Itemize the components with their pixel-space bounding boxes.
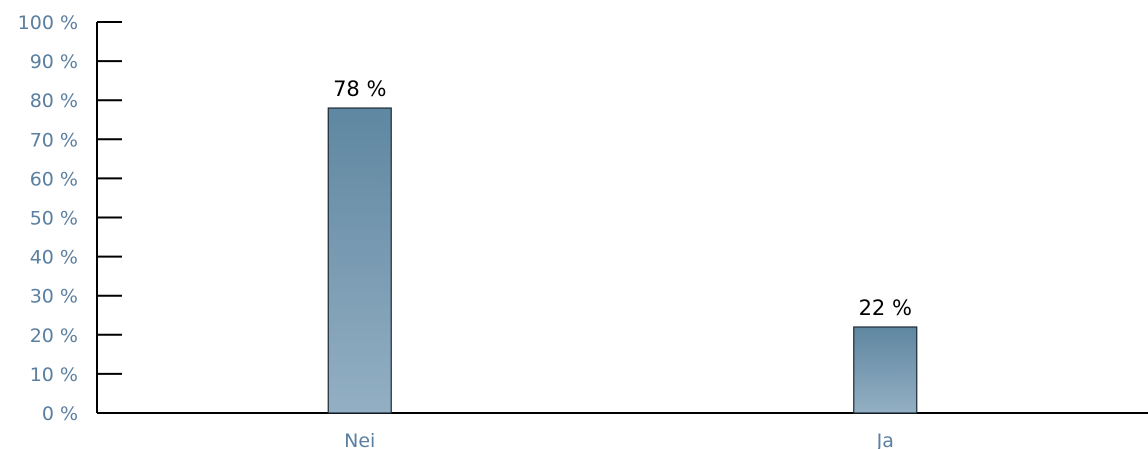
y-tick-label: 60 % [30, 168, 78, 190]
x-category-label: Nei [344, 430, 375, 449]
bar-value-label: 22 % [859, 296, 912, 320]
y-tick-label: 50 % [30, 208, 78, 230]
y-axis: 0 % 10 % 20 % 30 % 40 % 50 % 60 % 70 % 80 % 90 % 1… [18, 12, 122, 425]
bar-nei [327, 107, 392, 414]
x-axis: Nei Ja [97, 412, 1148, 449]
bar-ja [853, 326, 918, 414]
y-tick-label: 40 % [30, 247, 78, 269]
bar-value-label: 78 % [333, 77, 386, 101]
y-tick-label: 20 % [30, 325, 78, 347]
bars: 78 % 22 % [327, 77, 918, 414]
x-category-label: Ja [876, 430, 894, 449]
y-tick-label: 100 % [18, 12, 78, 34]
y-tick-label: 80 % [30, 90, 78, 112]
y-tick-label: 0 % [42, 403, 78, 425]
y-tick-label: 30 % [30, 286, 78, 308]
y-tick-label: 10 % [30, 364, 78, 386]
y-tick-label: 90 % [30, 51, 78, 73]
y-tick-label: 70 % [30, 129, 78, 151]
